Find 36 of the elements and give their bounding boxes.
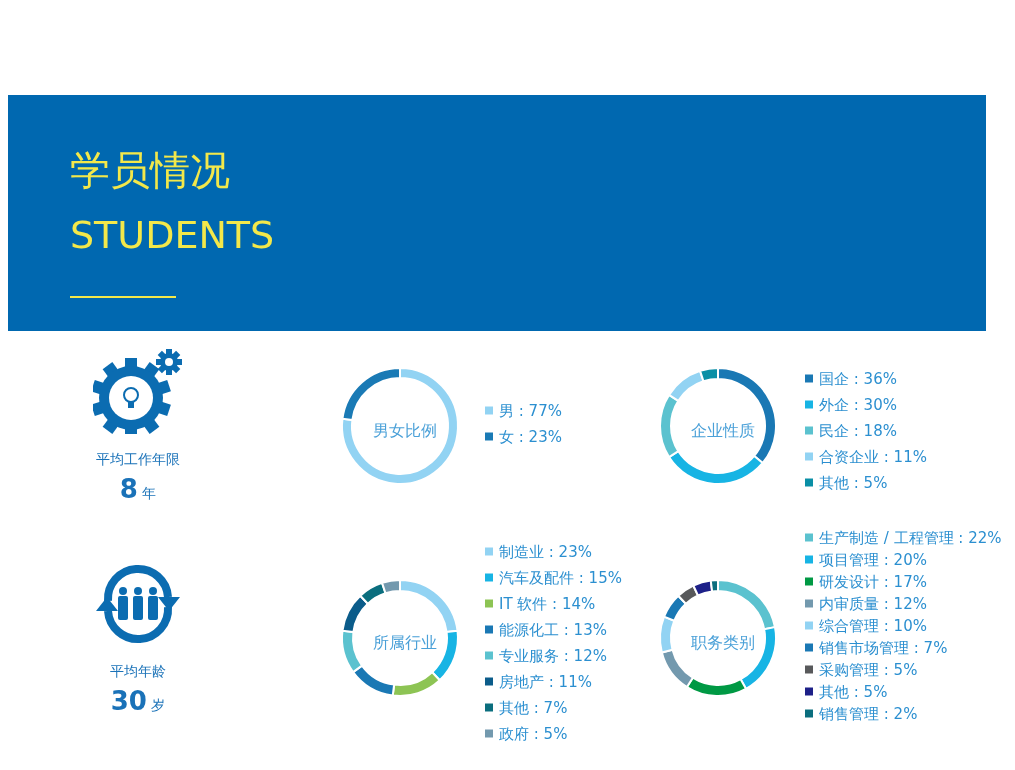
- text: 所属行业: [373, 632, 437, 652]
- legend-label: 项目管理 : 20%: [819, 550, 927, 569]
- legend-label: 销售市场管理 : 7%: [818, 638, 948, 657]
- text: 男女比例: [373, 420, 437, 440]
- legend-label: 男 : 77%: [499, 401, 562, 420]
- legend-label: 专业服务 : 12%: [499, 646, 607, 665]
- legend-label: 合资企业 : 11%: [819, 447, 927, 466]
- legend-label: 内审质量 : 12%: [819, 594, 927, 613]
- text: 平均年龄: [109, 663, 167, 681]
- legend-label: 国企 : 36%: [819, 369, 897, 388]
- legend-label: 女 : 23%: [499, 427, 562, 446]
- legend-label: 房地产 : 11%: [499, 672, 592, 691]
- legend-label: 综合管理 : 10%: [819, 616, 927, 635]
- legend-label: IT 软件 : 14%: [499, 594, 596, 613]
- text: 8: [119, 474, 138, 504]
- text: STUDENTS: [70, 213, 275, 257]
- legend-label: 民企 : 18%: [819, 421, 897, 440]
- text: 职务类别: [691, 632, 755, 652]
- legend-label: 汽车及配件 : 15%: [499, 568, 622, 587]
- text: 30: [110, 686, 147, 716]
- legend-label: 采购管理 : 5%: [819, 660, 918, 679]
- legend-label: 研发设计 : 17%: [819, 572, 927, 591]
- legend-label: 销售管理 : 2%: [818, 704, 918, 723]
- text: 企业性质: [691, 420, 755, 440]
- legend-label: 其他 : 5%: [819, 682, 888, 701]
- legend-label: 生产制造 / 工程管理 : 22%: [819, 528, 1002, 547]
- text: 年: [142, 485, 157, 501]
- text: 学员情况: [70, 146, 230, 195]
- legend-label: 外企 : 30%: [819, 395, 897, 414]
- legend-label: 能源化工 : 13%: [499, 620, 607, 639]
- legend-label: 其他 : 7%: [499, 698, 568, 717]
- legend-label: 制造业 : 23%: [499, 542, 592, 561]
- text: 岁: [151, 697, 166, 713]
- legend-label: 政府 : 5%: [499, 724, 568, 743]
- legend-label: 其他 : 5%: [819, 473, 888, 492]
- text: 平均工作年限: [95, 451, 181, 469]
